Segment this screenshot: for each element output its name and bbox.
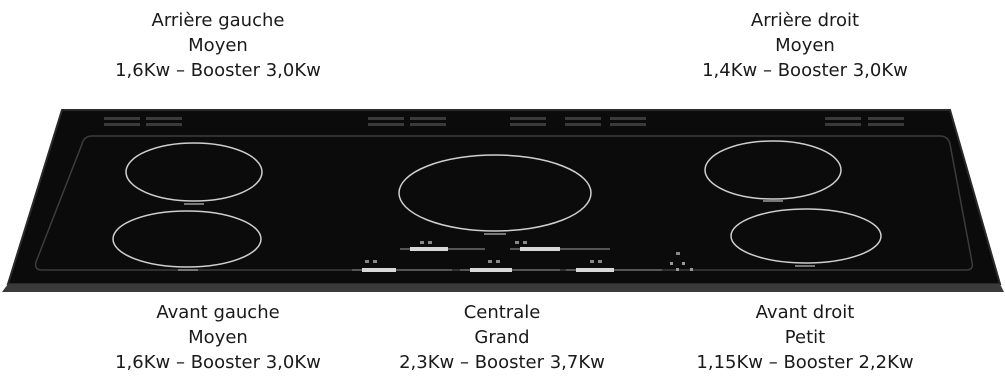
front-right-zone-name: Avant droit bbox=[755, 302, 855, 323]
center-zone-label: Centrale Grand 2,3Kw – Booster 3,7Kw bbox=[362, 300, 642, 375]
rear-right-zone-size: Moyen bbox=[775, 35, 835, 56]
front-left-burner-ring bbox=[112, 210, 262, 268]
front-right-zone-power: 1,15Kw – Booster 2,2Kw bbox=[696, 352, 914, 373]
rear-right-burner-ring bbox=[704, 140, 842, 200]
front-right-zone-size: Petit bbox=[784, 327, 826, 348]
induction-cooktop bbox=[0, 102, 1005, 294]
front-left-zone-label: Avant gauche Moyen 1,6Kw – Booster 3,0Kw bbox=[78, 300, 358, 375]
bottom-control-sliders bbox=[352, 241, 693, 272]
rear-right-zone-power: 1,4Kw – Booster 3,0Kw bbox=[702, 60, 908, 81]
center-zone-size: Grand bbox=[474, 327, 530, 348]
center-zone-name: Centrale bbox=[463, 302, 541, 323]
center-zone-power: 2,3Kw – Booster 3,7Kw bbox=[399, 352, 605, 373]
rear-left-burner-ring bbox=[125, 142, 263, 202]
rear-left-zone-size: Moyen bbox=[188, 35, 248, 56]
cooktop-front-edge bbox=[2, 284, 1004, 292]
front-right-burner-ring bbox=[730, 208, 882, 264]
rear-left-zone-name: Arrière gauche bbox=[151, 10, 285, 31]
cooktop-svg bbox=[2, 109, 1004, 292]
rear-right-zone-label: Arrière droit Moyen 1,4Kw – Booster 3,0K… bbox=[665, 8, 945, 83]
front-left-zone-power: 1,6Kw – Booster 3,0Kw bbox=[115, 352, 321, 373]
front-left-zone-size: Moyen bbox=[188, 327, 248, 348]
center-burner-ring bbox=[398, 154, 592, 232]
ring-brand-marks bbox=[178, 200, 815, 271]
front-left-zone-name: Avant gauche bbox=[156, 302, 280, 323]
front-right-zone-label: Avant droit Petit 1,15Kw – Booster 2,2Kw bbox=[665, 300, 945, 375]
cooktop-inner-border bbox=[34, 135, 974, 271]
rear-left-zone-label: Arrière gauche Moyen 1,6Kw – Booster 3,0… bbox=[78, 8, 358, 83]
rear-left-zone-power: 1,6Kw – Booster 3,0Kw bbox=[115, 60, 321, 81]
top-control-strips bbox=[104, 117, 904, 126]
rear-right-zone-name: Arrière droit bbox=[750, 10, 860, 31]
